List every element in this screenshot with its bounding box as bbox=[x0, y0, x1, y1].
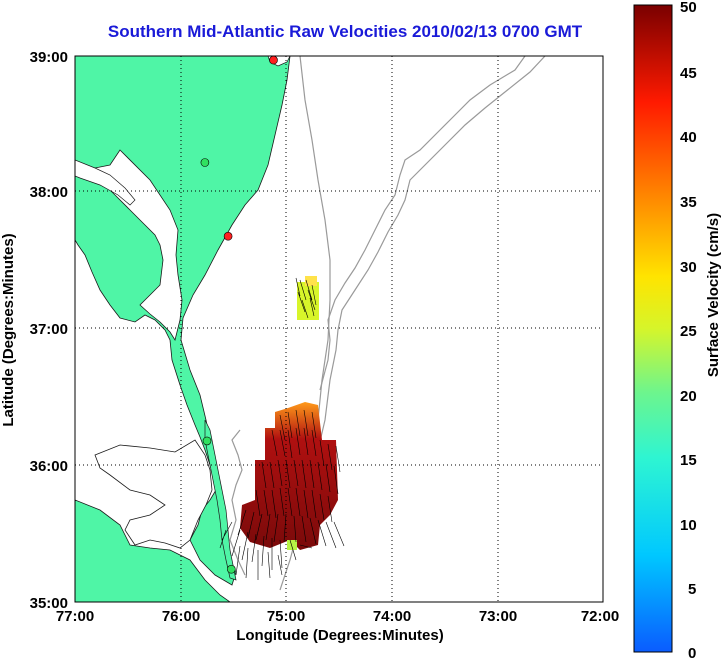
x-tick-label: 73:00 bbox=[479, 608, 517, 625]
colorbar-tick: 40 bbox=[680, 129, 697, 146]
y-tick-label: 39:00 bbox=[30, 49, 68, 66]
y-tick-label: 37:00 bbox=[30, 321, 68, 338]
velocity-patch-main bbox=[240, 402, 338, 550]
colorbar-tick: 20 bbox=[680, 388, 697, 405]
x-axis-label: Longitude (Degrees:Minutes) bbox=[236, 627, 444, 644]
y-tick-label: 38:00 bbox=[30, 184, 68, 201]
land-nc-south bbox=[75, 499, 231, 602]
station-marker bbox=[223, 231, 233, 241]
colorbar-tick: 10 bbox=[680, 517, 697, 534]
outer-banks bbox=[204, 419, 237, 581]
station-marker bbox=[227, 564, 236, 574]
colorbar-tick-labels: 50 45 40 35 30 25 20 15 10 5 0 bbox=[680, 0, 697, 659]
velocity-vectors bbox=[219, 277, 345, 580]
x-tick-labels: 77:00 76:00 75:00 74:00 73:00 72:00 bbox=[56, 608, 619, 625]
potomac-river bbox=[75, 159, 136, 206]
x-tick-label: 75:00 bbox=[267, 608, 305, 625]
colorbar-label: Surface Velocity (cm/s) bbox=[705, 213, 722, 377]
chart-title: Southern Mid-Atlantic Raw Velocities 201… bbox=[107, 22, 583, 41]
bathymetry-contour-outer bbox=[299, 56, 546, 541]
x-tick-label: 74:00 bbox=[373, 608, 411, 625]
velocity-patch-small-top bbox=[305, 276, 317, 286]
station-marker bbox=[269, 55, 278, 65]
colorbar bbox=[633, 4, 673, 653]
y-tick-labels: 39:00 38:00 37:00 36:00 35:00 bbox=[30, 49, 68, 612]
x-tick-label: 72:00 bbox=[581, 608, 619, 625]
colorbar-tick: 35 bbox=[680, 194, 697, 211]
pamlico-sound bbox=[94, 439, 213, 549]
colorbar-tick: 15 bbox=[680, 452, 697, 469]
y-tick-label: 35:00 bbox=[30, 595, 68, 612]
velocity-patch-edge-green bbox=[287, 540, 297, 550]
station-marker bbox=[202, 436, 212, 446]
station-marker bbox=[200, 158, 210, 167]
y-axis-label: Latitude (Degrees:Minutes) bbox=[0, 233, 17, 426]
colorbar-tick: 45 bbox=[680, 65, 697, 82]
colorbar-tick: 30 bbox=[680, 259, 697, 276]
bathymetry-contour-shelf bbox=[319, 56, 526, 391]
colorbar-tick: 0 bbox=[688, 645, 696, 659]
colorbar-tick: 5 bbox=[688, 581, 696, 598]
x-tick-label: 77:00 bbox=[56, 608, 94, 625]
x-tick-label: 76:00 bbox=[162, 608, 200, 625]
chesapeake-bay bbox=[94, 149, 183, 342]
colorbar-tick: 25 bbox=[680, 323, 697, 340]
colorbar-tick: 50 bbox=[680, 0, 697, 16]
bathymetry-contour-nc bbox=[229, 429, 246, 576]
grid bbox=[75, 56, 603, 602]
y-tick-label: 36:00 bbox=[30, 458, 68, 475]
station-markers bbox=[200, 55, 278, 574]
plot-frame bbox=[74, 55, 604, 603]
